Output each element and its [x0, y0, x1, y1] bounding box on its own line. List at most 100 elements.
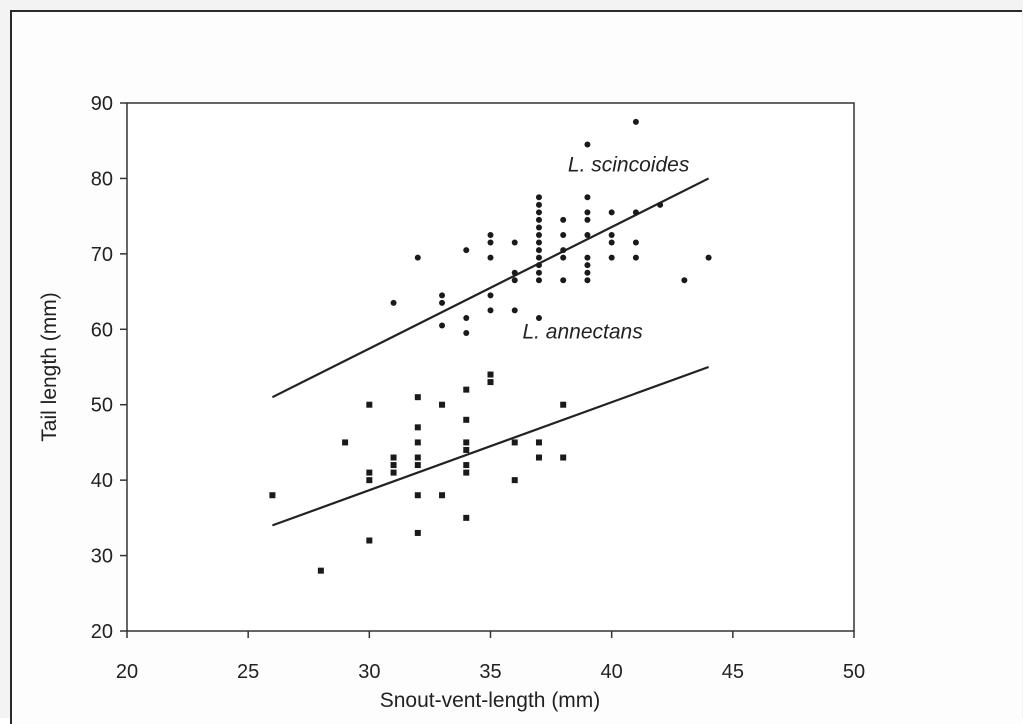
x-tick-label: 45 — [722, 661, 744, 683]
point-l-annectans — [463, 416, 470, 423]
x-tick-label: 35 — [479, 661, 501, 683]
plot-area — [126, 102, 855, 632]
point-l-scincoides — [487, 307, 494, 314]
data-points — [269, 118, 712, 574]
point-l-scincoides — [535, 194, 542, 201]
point-l-annectans — [463, 514, 470, 521]
y-tick-label: 30 — [91, 546, 113, 568]
point-l-annectans — [463, 439, 470, 446]
point-l-scincoides — [584, 209, 591, 216]
x-tick-label: 40 — [601, 661, 623, 683]
point-l-scincoides — [632, 254, 639, 261]
point-l-scincoides — [705, 254, 712, 261]
point-l-scincoides — [560, 277, 567, 284]
point-l-scincoides — [463, 247, 470, 254]
point-l-scincoides — [463, 314, 470, 321]
point-l-scincoides — [608, 232, 615, 238]
point-l-scincoides — [632, 118, 639, 125]
series-label: L. annectans — [522, 320, 643, 343]
point-l-scincoides — [487, 254, 494, 261]
point-l-annectans — [439, 492, 446, 499]
point-l-scincoides — [560, 247, 567, 254]
point-l-annectans — [342, 439, 349, 446]
x-axis-title: Snout-vent-length (mm) — [380, 689, 601, 712]
point-l-scincoides — [463, 330, 470, 337]
x-tick-label: 25 — [237, 661, 259, 683]
x-axis: 20 25 30 35 40 45 50 — [116, 631, 865, 683]
point-l-scincoides — [535, 224, 542, 231]
point-l-scincoides — [439, 322, 446, 329]
point-l-annectans — [414, 454, 421, 461]
point-l-scincoides — [584, 269, 591, 276]
y-tick-label: 70 — [91, 244, 113, 266]
point-l-annectans — [366, 477, 373, 484]
point-l-scincoides — [584, 194, 591, 201]
point-l-scincoides — [560, 254, 567, 261]
series-label: L. scincoides — [568, 154, 690, 177]
point-l-annectans — [269, 492, 276, 499]
y-tick-label: 50 — [91, 395, 113, 417]
point-l-scincoides — [535, 262, 542, 269]
series-labels: L. scincoides L. annectans — [522, 154, 689, 344]
point-l-scincoides — [657, 201, 664, 208]
point-l-annectans — [414, 492, 421, 499]
x-tick-label: 30 — [358, 661, 380, 683]
point-l-scincoides — [632, 239, 639, 246]
point-l-annectans — [463, 386, 470, 393]
y-tick-label: 90 — [91, 93, 113, 115]
point-l-scincoides — [560, 232, 567, 238]
point-l-scincoides — [632, 209, 639, 216]
point-l-scincoides — [511, 307, 518, 314]
point-l-annectans — [560, 454, 567, 461]
point-l-scincoides — [681, 277, 688, 284]
y-axis-title: Tail length (mm) — [38, 292, 61, 441]
y-tick-label: 20 — [91, 621, 113, 643]
point-l-scincoides — [584, 262, 591, 269]
point-l-scincoides — [535, 247, 542, 254]
x-tick-label: 20 — [116, 661, 138, 683]
point-l-scincoides — [608, 239, 615, 246]
point-l-scincoides — [487, 232, 494, 238]
point-l-scincoides — [511, 269, 518, 276]
y-axis: 20 30 40 50 60 70 80 90 — [91, 93, 127, 643]
point-l-scincoides — [535, 209, 542, 216]
point-l-annectans — [414, 394, 421, 401]
point-l-scincoides — [608, 254, 615, 261]
point-l-scincoides — [535, 254, 542, 261]
point-l-annectans — [463, 469, 470, 476]
point-l-annectans — [414, 439, 421, 446]
y-tick-label: 60 — [91, 319, 113, 341]
point-l-scincoides — [584, 232, 591, 238]
point-l-scincoides — [535, 201, 542, 208]
point-l-annectans — [535, 454, 542, 461]
point-l-scincoides — [535, 314, 542, 321]
point-l-scincoides — [560, 216, 567, 223]
point-l-annectans — [366, 401, 373, 408]
point-l-scincoides — [390, 299, 397, 306]
point-l-annectans — [560, 401, 567, 408]
point-l-scincoides — [584, 254, 591, 261]
point-l-annectans — [487, 371, 494, 378]
point-l-scincoides — [535, 239, 542, 246]
point-l-scincoides — [584, 141, 591, 148]
point-l-scincoides — [439, 292, 446, 299]
point-l-annectans — [463, 462, 470, 469]
point-l-annectans — [511, 439, 518, 446]
point-l-scincoides — [535, 277, 542, 284]
point-l-scincoides — [535, 216, 542, 223]
fit-line-l-annectans — [272, 365, 709, 527]
point-l-annectans — [390, 454, 397, 461]
point-l-annectans — [535, 439, 542, 446]
point-l-annectans — [317, 567, 324, 574]
point-l-annectans — [439, 401, 446, 408]
y-tick-label: 80 — [91, 168, 113, 190]
point-l-annectans — [414, 462, 421, 469]
point-l-scincoides — [535, 269, 542, 276]
point-l-scincoides — [487, 239, 494, 246]
point-l-annectans — [463, 446, 470, 453]
point-l-scincoides — [511, 277, 518, 284]
point-l-annectans — [414, 424, 421, 431]
point-l-scincoides — [535, 232, 542, 238]
x-tick-label: 50 — [843, 661, 865, 683]
point-l-scincoides — [584, 216, 591, 223]
